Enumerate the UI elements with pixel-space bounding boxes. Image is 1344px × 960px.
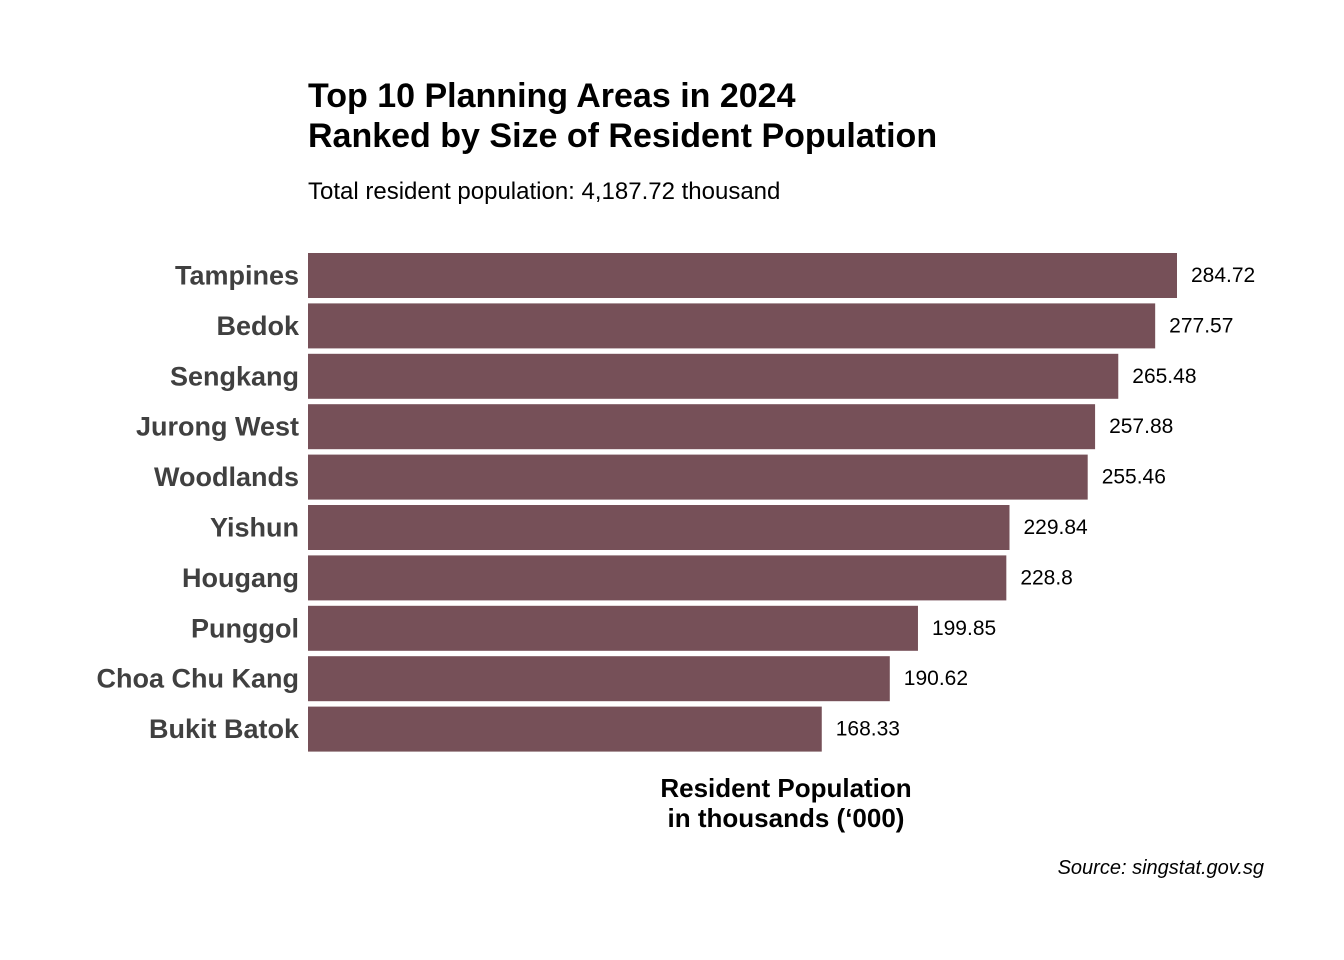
category-label: Woodlands <box>154 462 299 492</box>
bar-yishun <box>308 505 1010 550</box>
value-label: 228.8 <box>1020 566 1073 589</box>
value-label: 265.48 <box>1132 365 1196 388</box>
chart-title: Top 10 Planning Areas in 2024 Ranked by … <box>308 76 937 156</box>
bar-punggol <box>308 605 918 651</box>
source-caption: Source: singstat.gov.sg <box>1057 857 1264 879</box>
x-axis-label-line-1: Resident Population <box>660 773 912 803</box>
bar-jurong-west <box>308 404 1096 450</box>
category-label: Hougang <box>182 563 299 593</box>
category-label: Yishun <box>210 513 299 543</box>
value-label: 255.46 <box>1102 466 1166 489</box>
chart-title-line-2: Ranked by Size of Resident Population <box>308 117 938 155</box>
value-label: 168.33 <box>836 718 900 741</box>
chart-subtitle: Total resident population: 4,187.72 thou… <box>308 178 781 205</box>
bar-choa-chu-kang <box>308 656 890 702</box>
bar-bedok <box>308 303 1156 349</box>
category-label: Punggol <box>191 613 299 643</box>
value-label: 190.62 <box>904 667 968 690</box>
category-label: Sengkang <box>170 361 299 391</box>
category-label: Jurong West <box>136 412 299 442</box>
category-label: Tampines <box>175 261 299 291</box>
value-label: 284.72 <box>1191 264 1255 287</box>
x-axis-label-line-2: in thousands (‘000) <box>667 803 905 833</box>
bar-tampines <box>308 253 1177 298</box>
bar-sengkang <box>308 353 1119 399</box>
bar-woodlands <box>308 454 1088 500</box>
category-label: Bedok <box>216 311 300 341</box>
chart-title-line-1: Top 10 Planning Areas in 2024 <box>308 77 796 115</box>
x-axis-label: Resident Population in thousands (‘000) <box>586 773 986 833</box>
category-label: Choa Chu Kang <box>97 664 300 694</box>
value-label: 277.57 <box>1169 314 1233 337</box>
value-label: 199.85 <box>932 617 996 640</box>
value-label: 257.88 <box>1109 415 1173 438</box>
bar-hougang <box>308 555 1007 601</box>
value-label: 229.84 <box>1023 516 1088 539</box>
bar-bukit-batok <box>308 706 822 752</box>
category-label: Bukit Batok <box>149 714 300 744</box>
